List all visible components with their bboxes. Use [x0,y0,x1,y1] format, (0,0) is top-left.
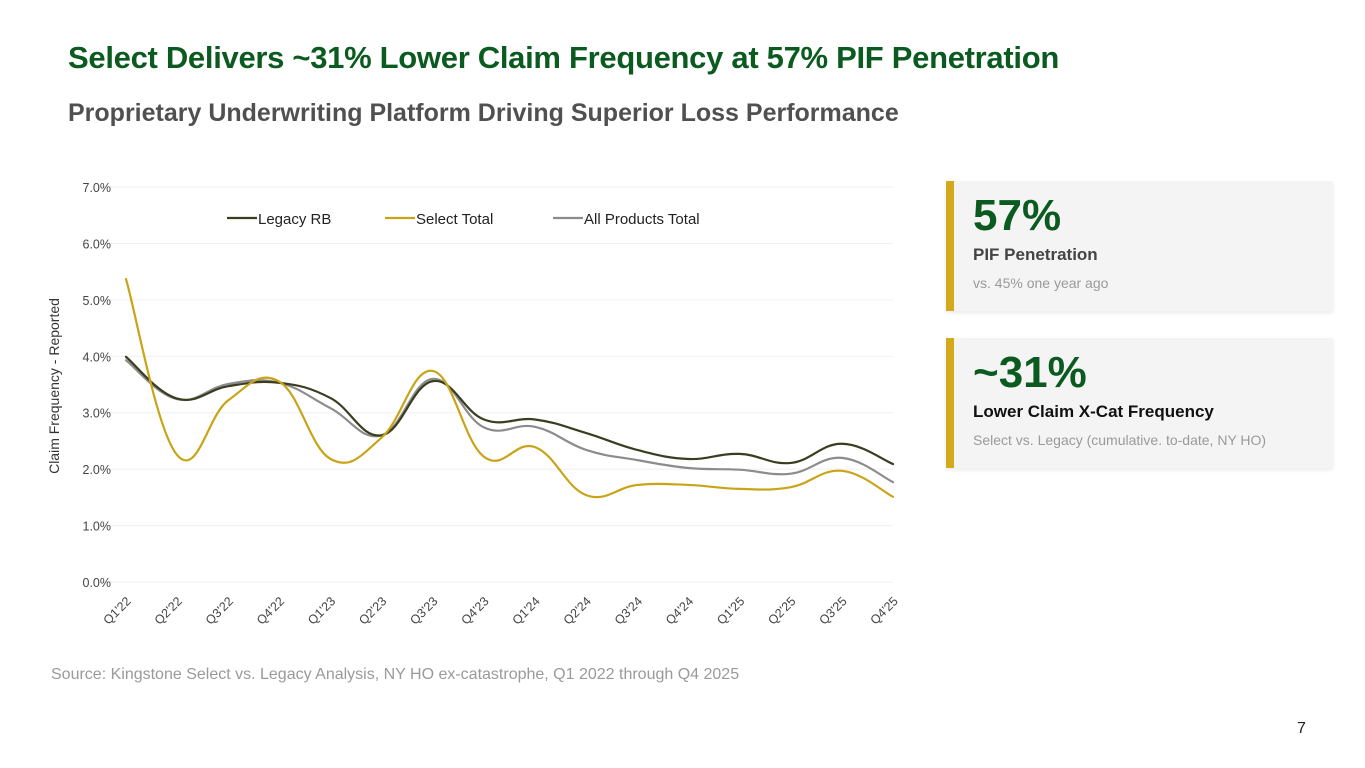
x-tick-label: Q1'23 [305,594,338,627]
y-tick-label: 0.0% [83,576,112,590]
card-accent-bar [946,181,954,311]
x-tick-label: Q1'25 [714,594,747,627]
card-note: vs. 45% one year ago [973,275,1109,291]
x-tick-label: Q3'24 [612,594,645,627]
x-tick-label: Q2'23 [356,594,389,627]
x-tick-label: Q4'25 [868,594,901,627]
x-tick-label: Q4'24 [663,594,696,627]
x-tick-label: Q2'25 [765,594,798,627]
y-tick-label: 6.0% [83,237,112,251]
y-tick-label: 2.0% [83,463,112,477]
x-tick-label: Q1'22 [101,594,134,627]
y-axis-ticks: 0.0% 1.0% 2.0% 3.0% 4.0% 5.0% 6.0% 7.0% [83,181,112,590]
page-number: 7 [1297,720,1306,737]
card-label: PIF Penetration [973,245,1098,264]
card-value: ~31% [973,348,1087,397]
legend-item-select-total: Select Total [385,211,493,228]
x-tick-label: Q4'22 [254,594,287,627]
legend-label: Select Total [416,211,493,228]
y-tick-label: 3.0% [83,407,112,421]
card-note: Select vs. Legacy (cumulative. to-date, … [973,432,1267,448]
pif-penetration-card: 57% PIF Penetration vs. 45% one year ago [946,181,1333,311]
x-tick-label: Q1'24 [510,594,543,627]
y-tick-label: 7.0% [83,181,112,195]
x-tick-label: Q2'22 [152,594,185,627]
x-tick-label: Q2'24 [561,594,594,627]
chart-legend: Legacy RB Select Total All Products Total [227,211,700,228]
claim-frequency-card: ~31% Lower Claim X-Cat Frequency Select … [946,338,1333,468]
x-axis-ticks: Q1'22 Q2'22 Q3'22 Q4'22 Q1'23 Q2'23 Q3'23 Q4'23… [101,594,901,627]
legend-item-all-products-total: All Products Total [553,211,700,228]
series-lines [124,277,895,499]
y-tick-label: 1.0% [83,520,112,534]
card-label: Lower Claim X-Cat Frequency [973,402,1214,421]
grid-lines [100,186,893,583]
legend-item-legacy-rb: Legacy RB [227,211,331,228]
y-tick-label: 5.0% [83,294,112,308]
legend-label: Legacy RB [258,211,331,228]
series-line-all-products-total [124,359,895,484]
card-accent-bar [946,338,954,468]
series-line-legacy-rb [124,355,895,466]
legend-label: All Products Total [584,211,700,228]
page-subtitle: Proprietary Underwriting Platform Drivin… [68,99,899,127]
x-tick-label: Q4'23 [458,594,491,627]
card-value: 57% [973,191,1062,240]
source-note: Source: Kingstone Select vs. Legacy Anal… [51,666,740,683]
series-line-select-total [124,277,895,499]
x-tick-label: Q3'23 [407,594,440,627]
y-tick-label: 4.0% [83,350,112,364]
page-title: Select Delivers ~31% Lower Claim Frequen… [68,40,1059,75]
y-axis-label: Claim Frequency - Reported [46,298,62,474]
x-tick-label: Q3'25 [816,594,849,627]
x-tick-label: Q3'22 [203,594,236,627]
